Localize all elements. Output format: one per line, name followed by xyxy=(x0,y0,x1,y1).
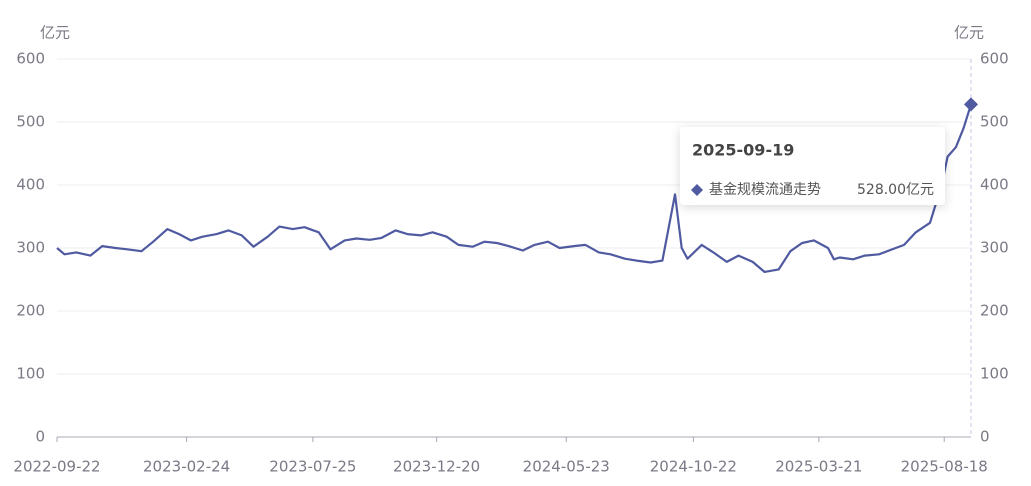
y2-tick-label: 400 xyxy=(980,176,1009,194)
x-tick-label: 2025-03-21 xyxy=(775,458,862,476)
x-tick-label: 2023-12-20 xyxy=(393,458,480,476)
tooltip-value: 528.00亿元 xyxy=(857,182,934,198)
y-axis-label: 亿元 xyxy=(40,24,70,42)
y-tick-label: 200 xyxy=(16,302,45,320)
tooltip-date: 2025-09-19 xyxy=(692,141,794,160)
x-tick-label: 2022-09-22 xyxy=(13,458,100,476)
x-tick-label: 2024-10-22 xyxy=(650,458,737,476)
tooltip-series: 基金规模流通走势 xyxy=(709,181,821,198)
y2-tick-label: 300 xyxy=(980,239,1009,257)
y2-tick-label: 600 xyxy=(980,50,1009,68)
x-tick-label: 2023-07-25 xyxy=(269,458,356,476)
y2-tick-label: 200 xyxy=(980,302,1009,320)
x-tick-label: 2024-05-23 xyxy=(523,458,610,476)
y-tick-label: 100 xyxy=(16,365,45,383)
y2-axis-label: 亿元 xyxy=(954,24,984,42)
line xyxy=(56,104,973,273)
tooltip-box xyxy=(680,127,945,205)
tooltip-marker xyxy=(691,184,703,196)
y-tick-label: 300 xyxy=(16,239,45,257)
y-tick-label: 400 xyxy=(16,176,45,194)
x-tick-label: 2025-08-18 xyxy=(901,458,988,476)
point-marker xyxy=(964,97,978,112)
y2-tick-label: 0 xyxy=(980,428,990,446)
y-tick-label: 500 xyxy=(16,113,45,131)
x-tick-label: 2023-02-24 xyxy=(143,458,230,476)
y2-tick-label: 500 xyxy=(980,113,1009,131)
y-tick-label: 0 xyxy=(35,428,45,446)
y2-tick-label: 100 xyxy=(980,365,1009,383)
tooltip: 2025-09-19 基金规模流通走势 528.00亿元 xyxy=(680,127,945,205)
y-tick-label: 600 xyxy=(16,50,45,68)
